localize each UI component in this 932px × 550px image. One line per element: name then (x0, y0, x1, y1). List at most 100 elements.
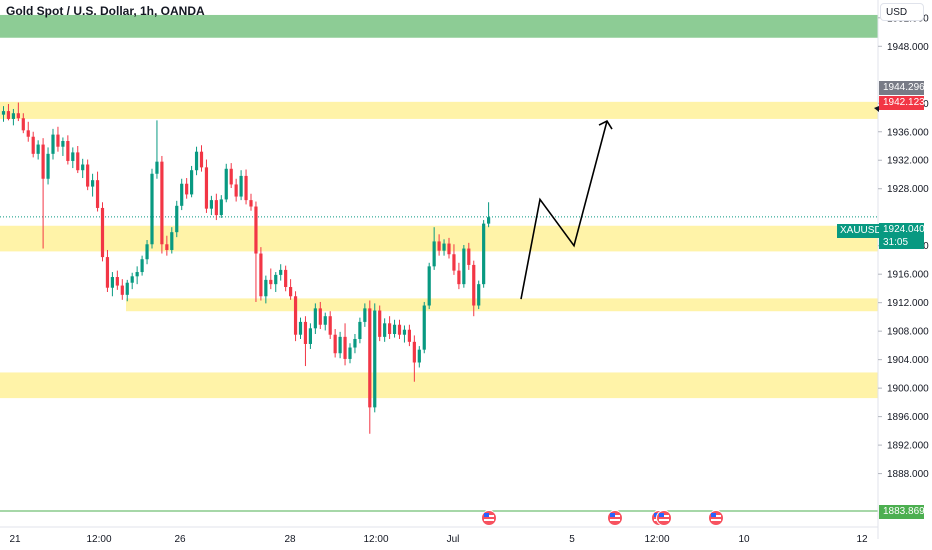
candle-body (274, 274, 278, 285)
candle-body (56, 134, 60, 147)
green-zone (0, 14, 878, 38)
price-tick-label: 1936.000 (887, 127, 929, 138)
candle-body (46, 153, 50, 179)
flag-canton (711, 513, 716, 517)
candle-body (239, 175, 243, 197)
candle-body (115, 277, 119, 286)
candle-body (368, 308, 372, 408)
candle-body (165, 244, 169, 250)
candle-body (229, 168, 233, 185)
event-badge (708, 510, 724, 526)
candle-body (378, 310, 382, 337)
candle-body (407, 329, 411, 342)
candle-body (180, 183, 184, 206)
time-tick-label: 10 (738, 534, 750, 545)
candle-body (244, 175, 248, 201)
yellow-zone (126, 298, 878, 312)
candle-body (199, 151, 204, 168)
time-tick-label: 12:00 (86, 534, 111, 545)
candle-body (422, 305, 426, 350)
candle-body (358, 321, 362, 339)
candle-body (160, 161, 164, 245)
candle-body (432, 241, 436, 267)
candle-body (214, 200, 218, 216)
last-price-tag: 1924.040 (879, 223, 925, 237)
candle-body (61, 141, 65, 147)
candle-body (353, 338, 357, 348)
candle-body (66, 141, 70, 161)
flag-stripe (484, 519, 494, 521)
flag-stripe (659, 519, 669, 521)
candle-body (437, 241, 441, 251)
candle-body (110, 277, 114, 288)
candle-body (130, 276, 134, 283)
candle-body (145, 244, 149, 260)
candle-body (452, 254, 456, 271)
candle-body (338, 336, 342, 354)
candle-body (279, 269, 283, 275)
candle-body (95, 180, 100, 208)
candle-body (224, 168, 228, 200)
candle-body (412, 341, 416, 363)
yellow-zone (0, 101, 878, 119)
candle-body (41, 144, 45, 179)
candle-body (11, 113, 15, 119)
economic-events (481, 510, 724, 526)
candle-body (71, 152, 75, 161)
candle-body (348, 347, 352, 359)
time-tick-label: 28 (284, 534, 296, 545)
candle-body (254, 206, 258, 254)
event-badge (481, 510, 497, 526)
candle-body (264, 279, 268, 297)
candle-body (249, 200, 253, 207)
candle-body (467, 248, 471, 265)
candle-body (81, 164, 85, 171)
candle-countdown: 31:05 (879, 236, 924, 249)
candle-body (120, 285, 124, 295)
candle-body (343, 336, 347, 359)
candle-body (417, 349, 421, 363)
candle-body (303, 321, 308, 344)
projection-arrowhead (598, 120, 613, 130)
event-badge (656, 510, 672, 526)
candle-body (269, 279, 273, 285)
candle-body (194, 151, 199, 171)
candle-body (259, 253, 263, 297)
candle-body (298, 321, 303, 335)
candle-body (155, 161, 159, 174)
currency-button[interactable]: USD (880, 3, 924, 21)
candle-body (219, 199, 223, 216)
candle-body (204, 167, 209, 209)
candle-body (140, 259, 144, 273)
us-flag-icon (656, 510, 672, 526)
candle-body (170, 232, 174, 250)
candle-body (333, 334, 337, 354)
projection-arrow (520, 120, 613, 300)
time-tick-label: 5 (569, 534, 575, 545)
candle-body (135, 272, 139, 277)
candle-body (125, 282, 129, 295)
flag-stripe (711, 519, 721, 521)
candle-body (76, 152, 80, 171)
candle-body (190, 170, 194, 195)
candle-body (373, 310, 377, 408)
candle-body (318, 308, 322, 325)
time-tick-label: 12 (856, 534, 868, 545)
candle-body (91, 180, 95, 187)
price-tick-label: 1904.000 (887, 355, 929, 366)
candle-body (21, 118, 25, 131)
candle-body (1, 111, 6, 115)
price-tick-label: 1932.000 (887, 156, 929, 167)
candle-body (397, 324, 402, 335)
price-tick-label: 1908.000 (887, 327, 929, 338)
time-tick-label: 21 (9, 534, 21, 545)
candle-body (477, 284, 481, 306)
candle-body (392, 324, 397, 335)
price-tick-label: 1928.000 (887, 184, 929, 195)
price-tick-label: 1892.000 (887, 441, 929, 452)
candle-body (447, 243, 451, 255)
candle-body (36, 144, 40, 154)
candle-body (383, 323, 387, 337)
flag-canton (610, 513, 615, 517)
